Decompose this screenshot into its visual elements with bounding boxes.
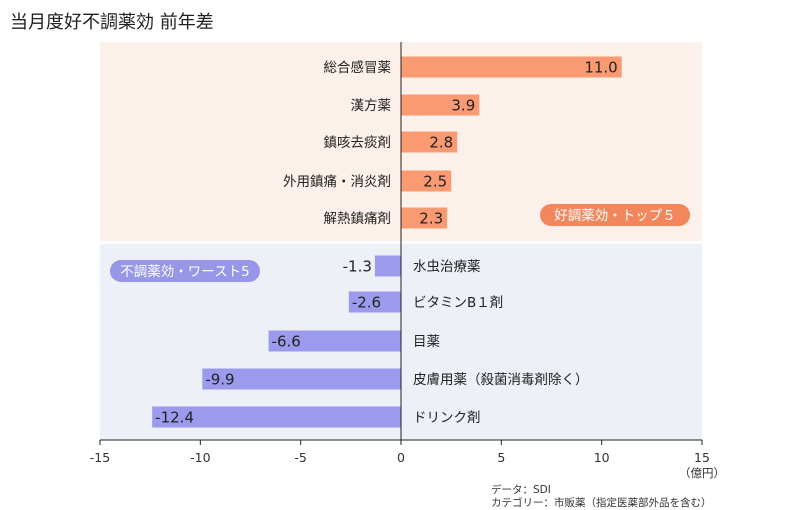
category-label: 皮膚用薬（殺菌消毒剤除く） [413, 372, 589, 388]
x-tick-label: 5 [497, 450, 505, 465]
group-badge-label: 好調薬効・トップ５ [554, 208, 676, 224]
data-label: -2.6 [352, 294, 381, 312]
bar [152, 406, 401, 428]
category-line: カテゴリー：市販薬（指定医薬部外品を含む） [491, 497, 712, 509]
category-label: 外用鎮痛・消炎剤 [283, 173, 391, 190]
category-label: 目薬 [413, 334, 440, 350]
bar [268, 330, 401, 352]
bar [401, 56, 622, 78]
bar [374, 255, 401, 277]
data-label: -12.4 [155, 409, 194, 427]
data-label: 2.5 [423, 173, 447, 191]
x-tick-label: -5 [294, 450, 306, 465]
data-label: 2.8 [429, 134, 453, 152]
x-tick-label: 10 [594, 450, 610, 465]
x-tick-label: 0 [397, 450, 405, 465]
data-label: 2.3 [419, 210, 443, 228]
bar [401, 94, 480, 116]
bar [401, 207, 448, 229]
group-badge [110, 260, 260, 282]
source-note: データ：SDI カテゴリー：市販薬（指定医薬部外品を含む） [491, 484, 712, 510]
source-line: データ：SDI [491, 484, 551, 496]
category-label: ビタミンB１剤 [413, 295, 503, 311]
data-label: -6.6 [272, 333, 301, 351]
bar [202, 368, 401, 390]
category-label: ドリンク剤 [413, 410, 481, 426]
group-badge-label: 不調薬効・ワースト5 [120, 264, 249, 280]
category-label: 解熱鎮痛剤 [324, 210, 392, 227]
data-label: -1.3 [343, 258, 372, 276]
unit-label: （億円） [679, 466, 725, 480]
x-tick-label: 15 [694, 450, 710, 465]
data-label: 11.0 [584, 59, 617, 77]
bar [401, 131, 458, 153]
x-tick-label: -15 [90, 450, 110, 465]
bar [348, 291, 401, 313]
group-badge [540, 204, 690, 226]
data-label: -9.9 [205, 371, 234, 389]
category-label: 総合感冒薬 [324, 59, 392, 76]
data-label: 3.9 [451, 97, 475, 115]
bar [401, 170, 452, 192]
category-label: 水虫治療薬 [413, 258, 481, 275]
chart-title: 当月度好不調薬効 前年差 [10, 12, 214, 33]
x-tick-label: -10 [190, 450, 210, 465]
category-label: 鎮咳去痰剤 [324, 135, 392, 151]
category-label: 漢方薬 [351, 98, 392, 114]
